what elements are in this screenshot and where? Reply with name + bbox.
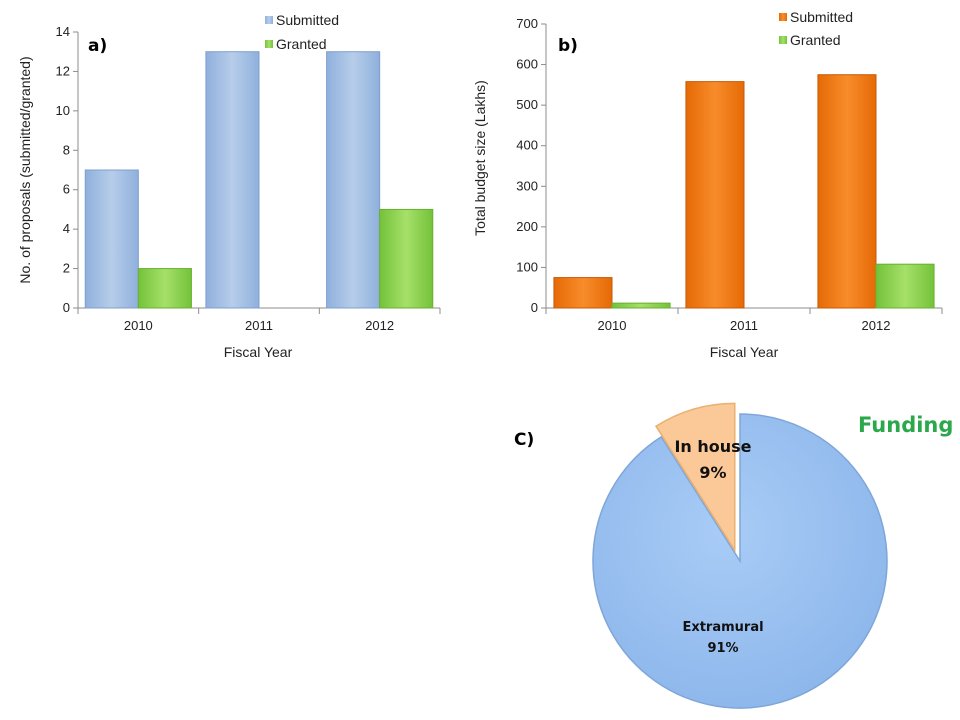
chart-a-bar-submitted-2011 — [205, 51, 260, 309]
chart-a-bars — [84, 51, 434, 309]
chart-a-bar-submitted-2012 — [326, 51, 381, 309]
chart-b-bars — [553, 74, 935, 309]
pie-slice-extramural — [592, 413, 888, 709]
chart-b-y-tick-label: 300 — [516, 178, 538, 193]
pie-pct-extramural: 91% — [707, 641, 738, 656]
pie-slice-in-house — [654, 402, 736, 553]
chart-b-y-ticks: 0 100 200 300 400 500 600 700 — [516, 16, 546, 315]
chart-a-panel-label: a) — [88, 36, 107, 56]
chart-b-x-tick-label: 2012 — [862, 318, 891, 333]
chart-a-y-tick-label: 0 — [63, 300, 70, 315]
chart-a-y-tick-label: 8 — [63, 142, 70, 157]
chart-b-bar-submitted-2011 — [685, 81, 745, 309]
chart-b-y-tick-label: 600 — [516, 57, 538, 72]
chart-a-y-tick-label: 6 — [63, 182, 70, 197]
chart-b-panel-label: b) — [558, 36, 578, 56]
pie-label-in-house: In house — [674, 437, 751, 456]
chart-a-legend-swatch-granted — [265, 40, 273, 48]
pie-label-extramural: Extramural — [682, 620, 763, 635]
chart-b-bar-granted-2012 — [875, 263, 935, 309]
pie-pct-in-house: 9% — [699, 463, 726, 482]
chart-a-x-axis-title: Fiscal Year — [224, 344, 293, 360]
chart-b-bar-granted-2010 — [611, 302, 671, 309]
chart-b-y-tick-label: 700 — [516, 16, 538, 31]
chart-b-y-axis-title: Total budget size (Lakhs) — [472, 80, 488, 236]
chart-a-legend-submitted: Submitted — [276, 12, 339, 28]
chart-c-slices — [592, 402, 888, 709]
chart-a-x-tick-label: 2011 — [245, 318, 273, 333]
chart-a-bar-submitted-2010 — [84, 169, 139, 309]
chart-b-bar-submitted-2010 — [553, 277, 613, 309]
chart-a-y-tick-label: 10 — [56, 103, 70, 118]
chart-b-y-tick-label: 100 — [516, 259, 538, 274]
chart-b-budget: b) 0 100 200 300 400 500 600 700 2010 2011 2012 F… — [472, 9, 943, 360]
chart-b-y-tick-label: 500 — [516, 97, 538, 112]
chart-a-x-tick-label: 2010 — [124, 318, 153, 333]
chart-b-legend: Submitted Granted — [779, 9, 853, 48]
chart-a-x-ticks: 2010 2011 2012 — [77, 308, 441, 333]
chart-a-y-axis-title: No. of proposals (submitted/granted) — [17, 56, 33, 283]
chart-b-legend-submitted: Submitted — [790, 9, 853, 25]
chart-a-bar-granted-2010 — [137, 268, 192, 309]
chart-b-x-tick-label: 2011 — [730, 318, 758, 333]
chart-b-x-ticks: 2010 2011 2012 — [545, 308, 943, 333]
chart-c-title: Funding — [858, 413, 953, 437]
chart-a-y-tick-label: 14 — [56, 24, 70, 39]
chart-b-legend-granted: Granted — [790, 32, 841, 48]
chart-c-panel-label: C) — [514, 430, 534, 450]
chart-b-y-tick-label: 200 — [516, 219, 538, 234]
chart-b-x-tick-label: 2010 — [598, 318, 627, 333]
chart-a-bar-granted-2012 — [379, 208, 434, 309]
chart-a-y-tick-label: 12 — [56, 63, 70, 78]
chart-a-legend: Submitted Granted — [265, 12, 339, 52]
chart-b-legend-swatch-submitted — [779, 13, 787, 21]
chart-c-funding-pie: C) Funding In house 9% Extramural 91% — [514, 402, 953, 709]
chart-a-x-tick-label: 2012 — [365, 318, 394, 333]
chart-b-y-tick-label: 400 — [516, 138, 538, 153]
chart-a-y-tick-label: 2 — [63, 261, 70, 276]
chart-b-legend-swatch-granted — [779, 36, 787, 44]
chart-a-y-tick-label: 4 — [63, 221, 70, 236]
chart-a-legend-granted: Granted — [276, 36, 327, 52]
chart-b-x-axis-title: Fiscal Year — [710, 344, 779, 360]
chart-b-bar-submitted-2012 — [817, 74, 877, 309]
chart-a-y-ticks: 0 2 4 6 8 10 12 14 — [56, 24, 78, 315]
chart-b-y-tick-label: 0 — [531, 300, 538, 315]
chart-a-legend-swatch-submitted — [265, 16, 273, 24]
